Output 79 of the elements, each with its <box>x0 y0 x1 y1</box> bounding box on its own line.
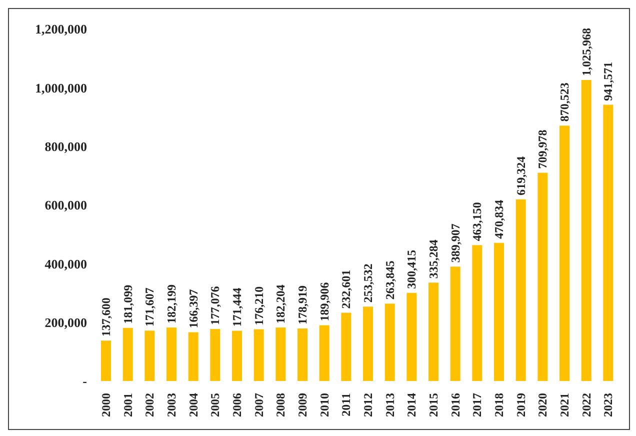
data-label: 166,397 <box>186 289 200 328</box>
data-label: 137,600 <box>99 298 113 337</box>
bar <box>188 332 198 381</box>
x-tick-label: 2002 <box>142 393 157 417</box>
data-label: 177,076 <box>208 286 222 326</box>
bar <box>298 328 308 381</box>
x-tick-label: 2016 <box>448 393 462 417</box>
bar <box>232 330 242 381</box>
data-label: 1,025,968 <box>579 28 594 76</box>
data-label: 389,907 <box>448 224 462 263</box>
x-tick-label: 2001 <box>120 393 135 417</box>
x-tick-label: 2013 <box>382 393 397 417</box>
y-tick-label: 200,000 <box>44 314 87 330</box>
data-label: 182,204 <box>274 284 288 324</box>
x-tick-label: 2014 <box>404 393 419 417</box>
data-label: 263,845 <box>382 260 397 300</box>
data-label: 619,324 <box>514 156 528 196</box>
bar <box>406 292 417 381</box>
bar <box>603 104 614 381</box>
x-tick-label: 2019 <box>514 393 528 417</box>
bar <box>341 312 352 381</box>
bar <box>516 199 526 381</box>
x-tick-label: 2009 <box>295 393 310 417</box>
bar <box>581 80 592 381</box>
x-tick-label: 2022 <box>579 393 594 417</box>
bar <box>101 340 111 381</box>
data-label: 253,532 <box>361 264 375 303</box>
y-tick-label: 600,000 <box>44 198 87 213</box>
bar <box>450 266 460 381</box>
x-tick-label: 2012 <box>360 393 375 417</box>
x-tick-label: 2006 <box>230 393 244 417</box>
x-tick-label: 2023 <box>601 393 616 417</box>
bar <box>122 328 133 381</box>
x-tick-label: 2005 <box>208 393 222 417</box>
x-tick-label: 2020 <box>536 393 550 417</box>
y-tick-label: - <box>82 374 87 389</box>
bar <box>319 325 330 381</box>
x-tick-label: 2000 <box>98 393 113 417</box>
data-label: 709,978 <box>536 130 550 169</box>
data-label: 171,444 <box>230 288 244 327</box>
x-tick-label: 2007 <box>252 393 266 417</box>
data-label: 300,415 <box>404 250 419 289</box>
bar <box>472 245 482 381</box>
bar <box>560 126 570 381</box>
x-tick-label: 2003 <box>164 393 178 417</box>
data-label: 941,571 <box>601 62 616 101</box>
x-tick-label: 2017 <box>470 393 484 417</box>
bar <box>254 329 264 381</box>
x-tick-label: 2021 <box>557 393 572 417</box>
data-label: 470,834 <box>492 200 506 239</box>
bar <box>210 329 220 381</box>
data-label: 463,150 <box>470 202 484 242</box>
x-tick-label: 2015 <box>426 393 440 417</box>
data-label: 870,523 <box>558 82 572 122</box>
y-tick-label: 400,000 <box>44 256 87 272</box>
x-tick-label: 2008 <box>274 393 288 417</box>
bar <box>494 242 504 381</box>
data-label: 182,199 <box>164 284 178 324</box>
x-tick-label: 2018 <box>492 393 506 417</box>
bar <box>384 304 395 381</box>
data-label: 232,601 <box>339 270 354 309</box>
x-tick-label: 2004 <box>186 393 200 417</box>
bar <box>144 330 155 381</box>
bar <box>276 328 286 381</box>
bar <box>538 172 548 381</box>
data-label: 178,919 <box>296 286 310 325</box>
bar <box>363 306 373 381</box>
x-tick-label: 2010 <box>317 393 332 417</box>
data-label: 171,607 <box>142 288 157 327</box>
x-tick-label: 2011 <box>339 393 354 416</box>
data-label: 181,099 <box>120 284 135 324</box>
data-label: 189,906 <box>317 282 332 322</box>
bar <box>166 328 176 381</box>
bar <box>428 282 438 381</box>
y-tick-label: 800,000 <box>44 138 87 154</box>
data-label: 335,284 <box>426 240 440 279</box>
y-tick-label: 1,000,000 <box>35 80 87 96</box>
data-label: 176,210 <box>252 286 266 326</box>
y-tick-label: 1,200,000 <box>35 22 87 37</box>
